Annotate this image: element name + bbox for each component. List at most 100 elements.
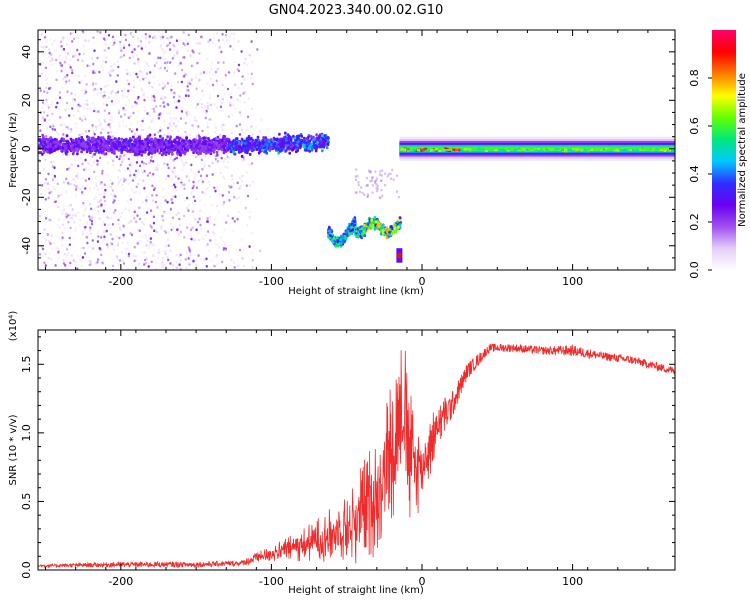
spectrogram-noise-cell [162, 188, 165, 191]
spectrogram-band-cell [192, 139, 195, 142]
spectrogram-band-cell [312, 141, 316, 145]
spectrogram-noise-cell [70, 31, 73, 35]
spectrogram-noise-cell [159, 227, 163, 230]
spectrogram-tone-cell [613, 149, 617, 152]
spectrogram-noise-cell [148, 41, 151, 44]
spectrogram-noise-cell [159, 66, 162, 70]
spectrogram-noise-cell [110, 116, 113, 120]
colorbar-cell [712, 216, 736, 219]
colorbar-cell [712, 234, 736, 237]
colorbar-cell [712, 258, 736, 261]
spectrogram-noise-cell [51, 178, 55, 181]
spectrogram-noise-cell [228, 92, 231, 96]
spectrogram-noise-cell [101, 160, 104, 164]
colorbar-cell [712, 214, 736, 217]
spectrogram-noise-cell [245, 184, 248, 187]
colorbar-cell [712, 170, 736, 173]
colorbar-cell [712, 112, 736, 115]
spectrogram-noise-cell [85, 99, 89, 102]
spectrogram-tone-cell [640, 147, 644, 150]
spectrogram-band-cell [196, 146, 199, 150]
colorbar-cell [712, 252, 736, 255]
spectrogram-noise-cell [130, 188, 134, 191]
spectrogram-x-tick-label: 0 [419, 275, 426, 288]
spectrogram-noise-cell [75, 185, 78, 188]
spectrogram-noise-cell [66, 90, 69, 93]
spectrogram-band-cell [106, 146, 109, 150]
spectrogram-noise-cell [108, 112, 111, 115]
spectrogram-noise-cell [138, 178, 142, 181]
spectrogram-noise-cell [149, 159, 152, 162]
spectrogram-noise-cell [74, 93, 77, 96]
spectrogram-noise-cell [233, 32, 236, 36]
spectrogram-band-cell [216, 135, 220, 139]
spectrogram-noise-cell [68, 243, 71, 246]
spectrogram-noise-cell [68, 79, 71, 82]
spectrogram-band-cell [71, 143, 75, 147]
spectrogram-noise-cell [133, 48, 136, 51]
spectrogram-noise-cell [147, 207, 150, 210]
spectrogram-tone-cell [637, 149, 641, 152]
spectrogram-noise-cell [239, 100, 242, 104]
spectrogram-noise-cell [135, 264, 138, 268]
spectrogram-noise-cell [220, 50, 223, 54]
spectrogram-noise-cell [49, 63, 53, 66]
spectrogram-noise-cell [164, 250, 167, 253]
spectrogram-noise-cell [96, 56, 99, 60]
spectrogram-tone-cell [615, 147, 619, 150]
spectrogram-noise-cell [107, 173, 110, 177]
spectrogram-noise-cell [146, 96, 149, 99]
spectrogram-noise-cell [374, 170, 377, 173]
spectrogram-noise-cell [227, 115, 230, 118]
spectrogram-noise-cell [91, 83, 95, 87]
spectrogram-noise-cell [51, 129, 54, 133]
spectrogram-noise-cell [226, 214, 229, 218]
spectrogram-noise-cell [122, 233, 125, 237]
spectrogram-band-cell [235, 141, 239, 145]
spectrogram-noise-cell [215, 193, 218, 197]
spectrogram-noise-cell [167, 166, 170, 170]
spectrogram-noise-cell [163, 267, 166, 270]
spectrogram-noise-cell [221, 175, 225, 179]
spectrogram-noise-cell [99, 91, 103, 95]
spectrogram-noise-cell [107, 131, 110, 135]
spectrogram-band-cell [230, 143, 234, 147]
spectrogram-noise-cell [188, 248, 191, 251]
spectrogram-noise-cell [144, 45, 147, 49]
spectrogram-noise-cell [194, 239, 197, 242]
spectrogram-noise-cell [163, 120, 166, 123]
spectrogram-noise-cell [117, 241, 120, 245]
spectrogram-noise-cell [47, 172, 50, 176]
spectrogram-noise-cell [220, 125, 223, 129]
spectrogram-band-cell [244, 148, 248, 152]
spectrogram-noise-cell [397, 195, 400, 199]
spectrogram-noise-cell [44, 158, 47, 161]
colorbar-cell [712, 204, 736, 207]
spectrogram-noise-cell [82, 246, 85, 250]
spectrogram-noise-cell [38, 72, 41, 76]
spectrogram-noise-cell [84, 117, 87, 121]
colorbar-cell [712, 212, 736, 215]
spectrogram-noise-cell [224, 248, 227, 252]
spectrogram-noise-cell [43, 181, 47, 185]
colorbar-cell [712, 124, 736, 127]
spectrogram-noise-cell [92, 71, 95, 74]
spectrogram-noise-cell [208, 94, 211, 97]
spectrogram-noise-cell [207, 132, 210, 135]
spectrogram-noise-cell [132, 55, 135, 59]
spectrogram-noise-cell [214, 70, 217, 74]
spectrogram-band-cell [86, 142, 90, 146]
spectrogram-noise-cell [143, 60, 146, 64]
spectrogram-band-cell [266, 143, 269, 147]
spectrogram-noise-cell [77, 74, 80, 77]
spectrogram-noise-cell [103, 109, 106, 112]
spectrogram-noise-cell [222, 160, 225, 163]
spectrogram-noise-cell [176, 173, 180, 177]
spectrogram-noise-cell [199, 257, 202, 261]
spectrogram-noise-cell [259, 249, 262, 253]
spectrogram-noise-cell [203, 258, 206, 262]
spectrogram-noise-cell [90, 216, 94, 219]
spectrogram-noise-cell [219, 98, 222, 102]
colorbar-cell [712, 222, 736, 225]
spectrogram-noise-cell [95, 155, 98, 158]
